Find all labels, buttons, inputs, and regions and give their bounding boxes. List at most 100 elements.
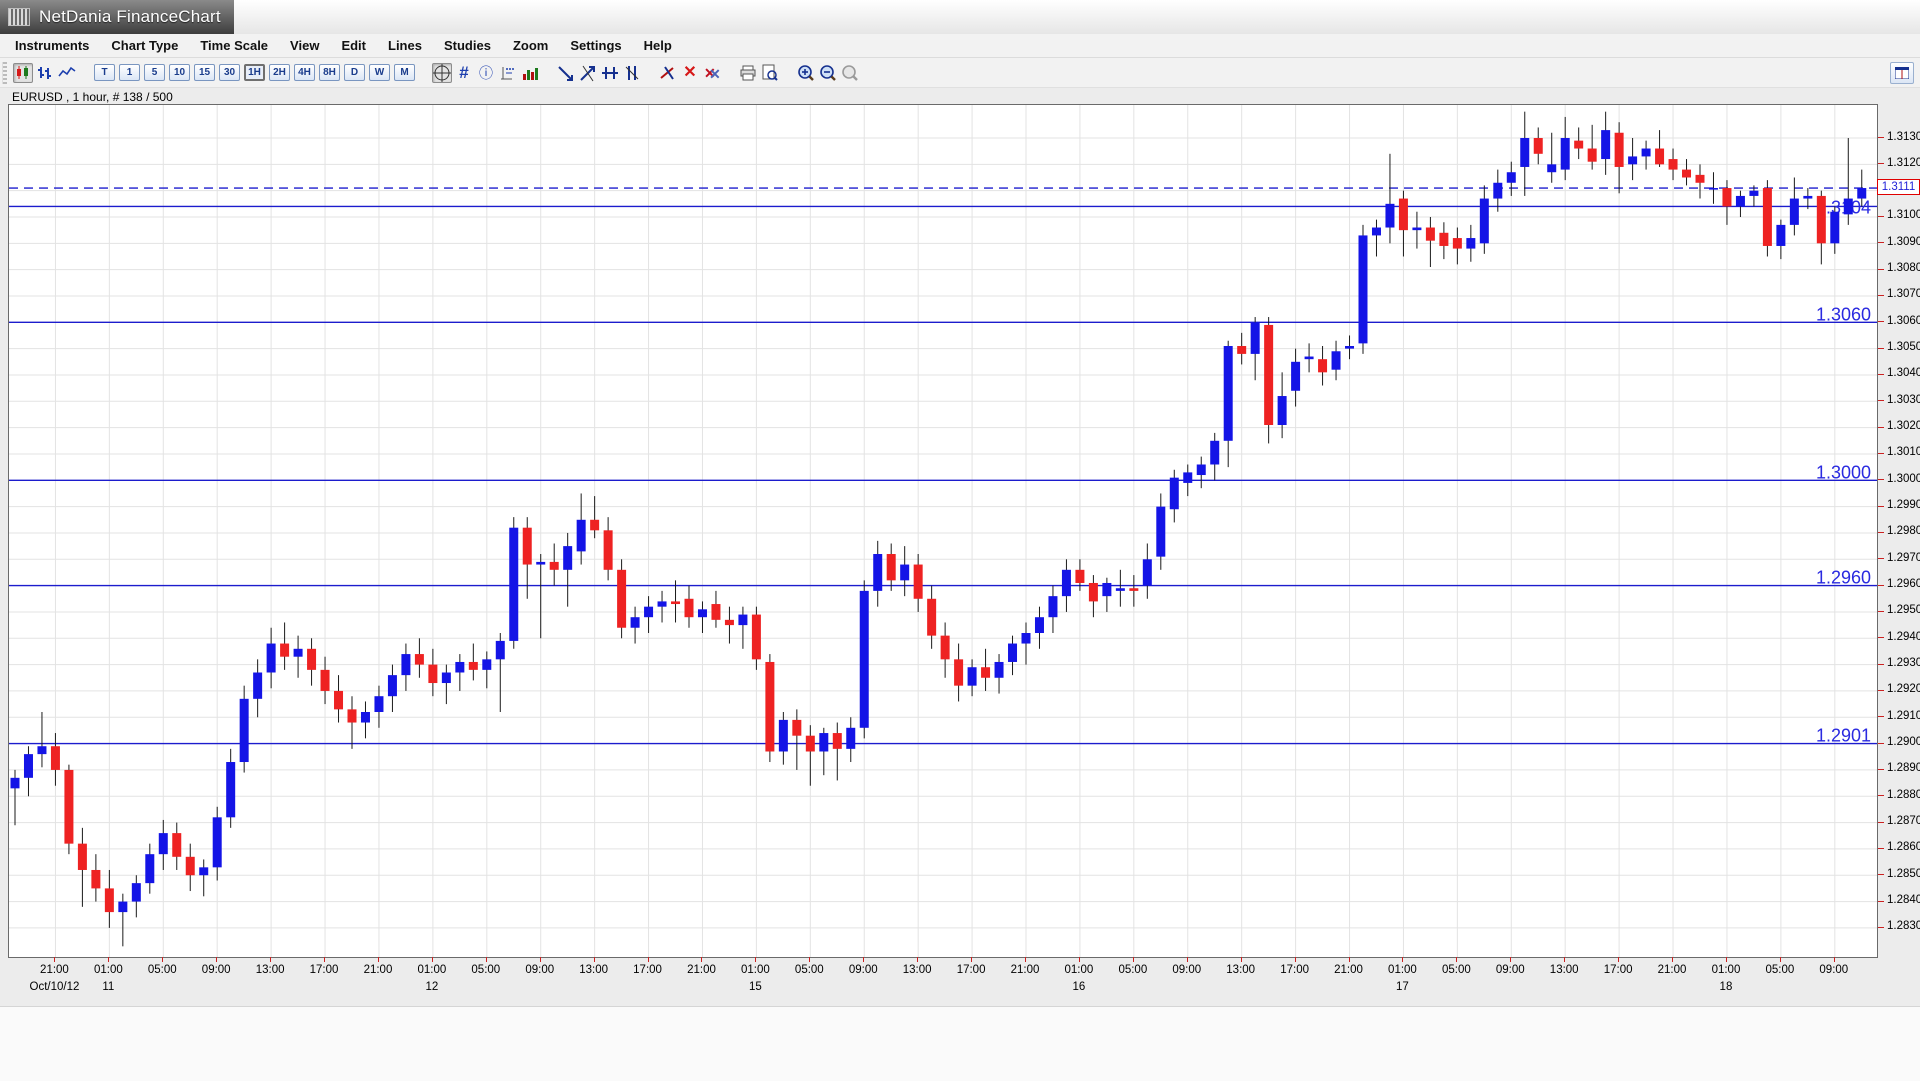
price-tick [1878, 479, 1884, 481]
chart-instrument-label: EURUSD , 1 hour, # 138 / 500 [12, 90, 173, 104]
panels-icon[interactable] [1890, 62, 1914, 84]
menu-item-time-scale[interactable]: Time Scale [200, 38, 269, 53]
price-tick [1878, 847, 1884, 849]
time-tick-label: 05:00 [1118, 964, 1148, 976]
time-tick [647, 957, 649, 962]
zoom-reset-icon[interactable] [840, 63, 860, 83]
price-tick-label: 1.3090 [1887, 235, 1920, 248]
trendline-down-icon[interactable] [556, 63, 576, 83]
date-label: 17 [1396, 981, 1409, 993]
delete-all-lines-icon[interactable]: ✕ ✕ [702, 63, 722, 83]
volume-icon[interactable] [520, 63, 540, 83]
timeframe-button-2h[interactable]: 2H [269, 64, 290, 81]
time-tick-label: 05:00 [471, 964, 501, 976]
menu-item-edit[interactable]: Edit [341, 38, 366, 53]
print-preview-icon[interactable] [760, 63, 780, 83]
price-tick [1878, 900, 1884, 902]
menu-item-view[interactable]: View [290, 38, 320, 53]
price-tick-label: 1.3010 [1887, 446, 1920, 459]
price-axis[interactable]: 1.31301.31201.31101.31001.30901.30801.30… [1878, 104, 1920, 979]
bar-chart-icon[interactable] [35, 63, 55, 83]
timeframe-button-d[interactable]: D [344, 64, 365, 81]
price-tick-label: 1.2830 [1887, 920, 1920, 933]
date-label: 11 [102, 981, 115, 993]
price-tick-label: 1.2850 [1887, 867, 1920, 880]
trendline-up-icon[interactable] [578, 63, 598, 83]
price-tick [1878, 874, 1884, 876]
time-tick-label: 17:00 [309, 964, 339, 976]
svg-text:1.2960: 1.2960 [1816, 568, 1871, 588]
time-tick-label: 21:00 [687, 964, 716, 976]
zoom-out-icon[interactable] [818, 63, 838, 83]
price-tick [1878, 821, 1884, 823]
price-tick [1878, 584, 1884, 586]
menu-item-instruments[interactable]: Instruments [15, 38, 90, 53]
timeframe-button-10[interactable]: 10 [169, 64, 190, 81]
price-tick [1878, 558, 1884, 560]
timeframe-button-5[interactable]: 5 [144, 64, 165, 81]
edit-line-icon[interactable] [658, 63, 678, 83]
price-tick [1878, 742, 1884, 744]
price-tick [1878, 716, 1884, 718]
time-tick [1833, 957, 1835, 962]
svg-text:1.3104: 1.3104 [1816, 197, 1871, 217]
zoom-in-icon[interactable] [796, 63, 816, 83]
title-bar[interactable]: NetDania FinanceChart [0, 0, 1920, 35]
horizontal-line-icon[interactable] [600, 63, 620, 83]
menu-item-settings[interactable]: Settings [570, 38, 622, 53]
price-tick [1878, 926, 1884, 928]
price-tick-label: 1.2970 [1887, 551, 1920, 564]
candlestick-chart: 1.3104 1.3060 1.3000 1.2960 1.2901 [9, 105, 1877, 957]
time-tick [809, 957, 811, 962]
menu-item-lines[interactable]: Lines [388, 38, 422, 53]
line-chart-icon[interactable] [57, 63, 77, 83]
menu-item-chart-type[interactable]: Chart Type [111, 38, 179, 53]
time-tick [1132, 957, 1134, 962]
timeframe-button-1h[interactable]: 1H [244, 64, 265, 81]
price-tick-label: 1.3100 [1887, 209, 1920, 222]
current-price-box: 1.3111 [1877, 179, 1920, 196]
price-tick-label: 1.3000 [1887, 472, 1920, 485]
chart-plot[interactable]: 1.3104 1.3060 1.3000 1.2960 1.2901 [8, 104, 1878, 958]
menu-item-help[interactable]: Help [643, 38, 672, 53]
time-tick [917, 957, 919, 962]
timeframe-button-w[interactable]: W [369, 64, 390, 81]
candlestick-chart-icon[interactable] [13, 62, 33, 83]
price-tick-label: 1.2870 [1887, 815, 1920, 828]
timeframe-button-30[interactable]: 30 [219, 64, 240, 81]
grid-icon[interactable]: # [459, 63, 469, 82]
title-tab: NetDania FinanceChart [0, 0, 234, 34]
timeframe-button-8h[interactable]: 8H [319, 64, 340, 81]
time-tick [1779, 957, 1781, 962]
menu-item-zoom[interactable]: Zoom [512, 38, 549, 53]
time-tick-label: 09:00 [1819, 964, 1849, 976]
timeframe-button-1[interactable]: 1 [119, 64, 140, 81]
vertical-line-icon[interactable] [622, 63, 642, 83]
bar-count-icon[interactable] [498, 63, 518, 83]
print-icon[interactable] [738, 63, 758, 83]
time-tick-label: 17:00 [1603, 964, 1633, 976]
time-tick-label: 21:00 [40, 964, 69, 976]
price-tick-label: 1.2910 [1887, 709, 1920, 722]
price-tick [1878, 294, 1884, 296]
price-tick [1878, 452, 1884, 454]
price-tick-label: 1.2920 [1887, 683, 1920, 696]
time-tick-label: 01:00 [1388, 964, 1417, 976]
timeframe-button-15[interactable]: 15 [194, 64, 215, 81]
time-axis[interactable]: 21:00 Oct/10/12 01:00 11 05:00 09:00 13:00 17:0… [8, 957, 1878, 1003]
time-tick [377, 957, 379, 962]
price-tick-label: 1.2860 [1887, 841, 1920, 854]
timeframe-button-t[interactable]: T [94, 64, 115, 81]
timeframe-button-4h[interactable]: 4H [294, 64, 315, 81]
crosshair-icon[interactable] [432, 62, 452, 83]
timeframe-button-m[interactable]: M [394, 64, 415, 81]
time-tick [971, 957, 973, 962]
toolbar-grip[interactable] [2, 61, 7, 84]
price-tick-label: 1.2960 [1887, 578, 1920, 591]
time-tick [701, 957, 703, 962]
menu-item-studies[interactable]: Studies [443, 38, 491, 53]
info-icon[interactable]: ⓘ [479, 64, 493, 81]
time-tick-label: 01:00 [1064, 964, 1094, 976]
delete-line-icon[interactable]: ✕ [683, 63, 697, 81]
time-tick [1672, 957, 1674, 962]
